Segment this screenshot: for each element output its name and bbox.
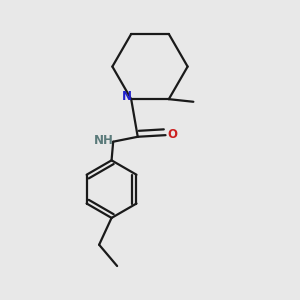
Text: NH: NH bbox=[93, 134, 113, 147]
Text: O: O bbox=[168, 128, 178, 141]
Text: N: N bbox=[122, 90, 132, 103]
